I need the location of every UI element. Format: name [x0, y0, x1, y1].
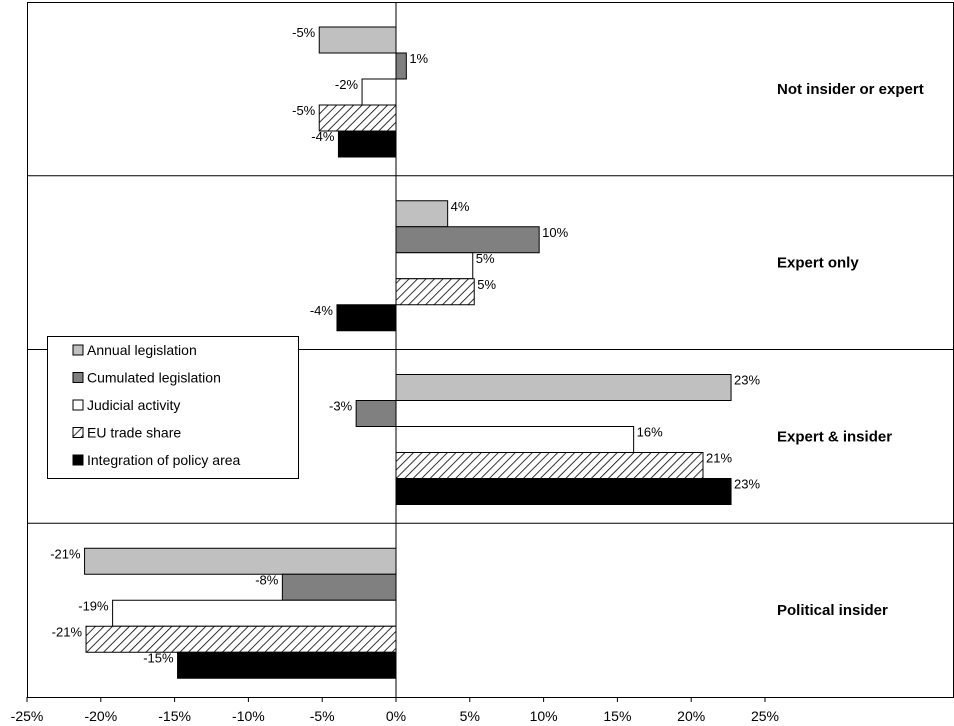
bar-judicial-activity-not-insider-or-expert: [361, 78, 397, 106]
bar-cumulated-legislation-expert-only: [395, 226, 540, 254]
data-label-eu-trade-share-not-insider-or-expert: -5%: [292, 103, 316, 118]
bar-eu-trade-share-not-insider-or-expert: [318, 104, 397, 132]
category-label-expert-only: Expert only: [777, 255, 859, 272]
legend-label-integration-of-policy-area: Integration of policy area: [87, 452, 241, 468]
bar-eu-trade-share-expert-only: [395, 278, 475, 306]
x-tick-label: 15%: [603, 708, 631, 724]
data-label-judicial-activity-expert-only: 5%: [476, 251, 495, 266]
bar-eu-trade-share-political-insider: [85, 625, 397, 653]
x-tick-label: -15%: [158, 708, 191, 724]
bar-cumulated-legislation-expert-and-insider: [355, 400, 397, 427]
data-label-integration-of-policy-area-not-insider-or-expert: -4%: [311, 129, 335, 144]
data-label-integration-of-policy-area-expert-and-insider: 23%: [734, 477, 760, 492]
legend-swatch-annual-legislation: [72, 344, 84, 356]
data-label-eu-trade-share-expert-only: 5%: [477, 277, 496, 292]
bar-cumulated-legislation-political-insider: [281, 573, 397, 601]
legend-label-eu-trade-share: EU trade share: [87, 425, 181, 441]
x-tick-label: 25%: [751, 708, 779, 724]
category-label-political-insider: Political insider: [777, 602, 888, 619]
bar-judicial-activity-political-insider: [112, 599, 397, 627]
bar-judicial-activity-expert-and-insider: [395, 426, 635, 453]
bar-integration-of-policy-area-political-insider: [177, 651, 397, 679]
x-tick-label: 0%: [386, 708, 406, 724]
x-tick-label: -5%: [310, 708, 335, 724]
bar-integration-of-policy-area-expert-only: [336, 304, 397, 332]
data-label-judicial-activity-expert-and-insider: 16%: [637, 425, 663, 440]
bar-annual-legislation-not-insider-or-expert: [318, 26, 397, 54]
category-label-not-insider-or-expert: Not insider or expert: [777, 81, 924, 98]
bar-integration-of-policy-area-expert-and-insider: [395, 478, 732, 505]
data-label-cumulated-legislation-not-insider-or-expert: 1%: [409, 51, 428, 66]
x-tick-label: 5%: [460, 708, 480, 724]
legend-swatch-cumulated-legislation: [72, 372, 84, 383]
bar-annual-legislation-expert-only: [395, 200, 449, 228]
legend-swatch-integration-of-policy-area: [72, 454, 84, 466]
data-label-annual-legislation-expert-and-insider: 23%: [734, 373, 760, 388]
category-label-expert-and-insider: Expert & insider: [777, 428, 892, 445]
x-tick-label: 20%: [677, 708, 705, 724]
data-label-integration-of-policy-area-expert-only: -4%: [310, 303, 334, 318]
x-tick-label: 10%: [530, 708, 558, 724]
x-tick-label: -20%: [84, 708, 117, 724]
x-tick-label: -25%: [11, 708, 44, 724]
data-label-annual-legislation-expert-only: 4%: [451, 199, 470, 214]
data-label-integration-of-policy-area-political-insider: -15%: [143, 650, 174, 665]
legend-label-cumulated-legislation: Cumulated legislation: [87, 370, 221, 386]
data-label-eu-trade-share-expert-and-insider: 21%: [706, 451, 732, 466]
data-label-annual-legislation-not-insider-or-expert: -5%: [292, 25, 316, 40]
bar-judicial-activity-expert-only: [395, 252, 474, 280]
bar-annual-legislation-political-insider: [84, 547, 397, 575]
data-label-annual-legislation-political-insider: -21%: [50, 546, 81, 561]
x-tick-label: -10%: [232, 708, 265, 724]
bar-integration-of-policy-area-not-insider-or-expert: [337, 130, 397, 158]
bar-cumulated-legislation-not-insider-or-expert: [395, 52, 407, 80]
bar-annual-legislation-expert-and-insider: [395, 374, 732, 401]
bar-eu-trade-share-expert-and-insider: [395, 452, 704, 479]
data-label-cumulated-legislation-expert-only: 10%: [542, 225, 568, 240]
legend-label-annual-legislation: Annual legislation: [87, 342, 197, 358]
data-label-cumulated-legislation-political-insider: -8%: [255, 572, 279, 587]
data-label-judicial-activity-political-insider: -19%: [78, 598, 109, 613]
legend-label-judicial-activity: Judicial activity: [87, 397, 180, 413]
legend: [47, 336, 299, 479]
data-label-cumulated-legislation-expert-and-insider: -3%: [329, 399, 353, 414]
data-label-judicial-activity-not-insider-or-expert: -2%: [335, 77, 359, 92]
legend-swatch-eu-trade-share: [72, 427, 84, 438]
legend-swatch-judicial-activity: [72, 399, 84, 411]
data-label-eu-trade-share-political-insider: -21%: [52, 624, 83, 639]
